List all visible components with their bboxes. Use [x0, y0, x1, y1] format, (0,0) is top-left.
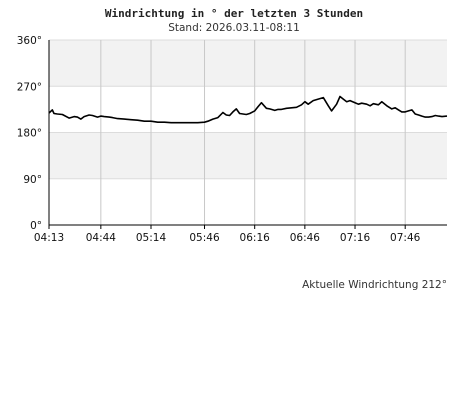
chart-title: Windrichtung in ° der letzten 3 Stunden — [105, 7, 363, 20]
y-tick-label: 90° — [23, 174, 42, 186]
y-tick-label: 180° — [17, 128, 42, 140]
y-tick-label: 270° — [17, 81, 42, 93]
x-tick-label: 07:16 — [340, 232, 371, 244]
y-tick-label: 360° — [17, 35, 42, 47]
x-axis-ticks: 04:13 04:44 05:14 05:46 06:16 06:46 07:16 07:46 — [34, 225, 421, 244]
x-tick-label: 06:46 — [290, 232, 321, 244]
plot-bands — [49, 40, 447, 179]
x-tick-label: 04:13 — [34, 232, 64, 244]
grid-band — [49, 40, 447, 87]
plot-axes — [48, 40, 447, 226]
y-tick-label: 0° — [30, 220, 42, 232]
x-tick-label: 05:14 — [136, 232, 167, 244]
chart-subtitle: Stand: 2026.03.11-08:11 — [168, 22, 300, 34]
x-tick-label: 04:44 — [86, 232, 117, 244]
x-tick-label: 07:46 — [390, 232, 421, 244]
current-direction-label: Aktuelle Windrichtung 212° — [302, 279, 447, 291]
y-axis-ticks: 0° 90° 180° 270° 360° — [17, 35, 42, 232]
series-line — [48, 95, 448, 124]
x-tick-label: 05:46 — [189, 232, 220, 244]
x-tick-label: 06:16 — [240, 232, 271, 244]
grid-band — [49, 132, 447, 179]
